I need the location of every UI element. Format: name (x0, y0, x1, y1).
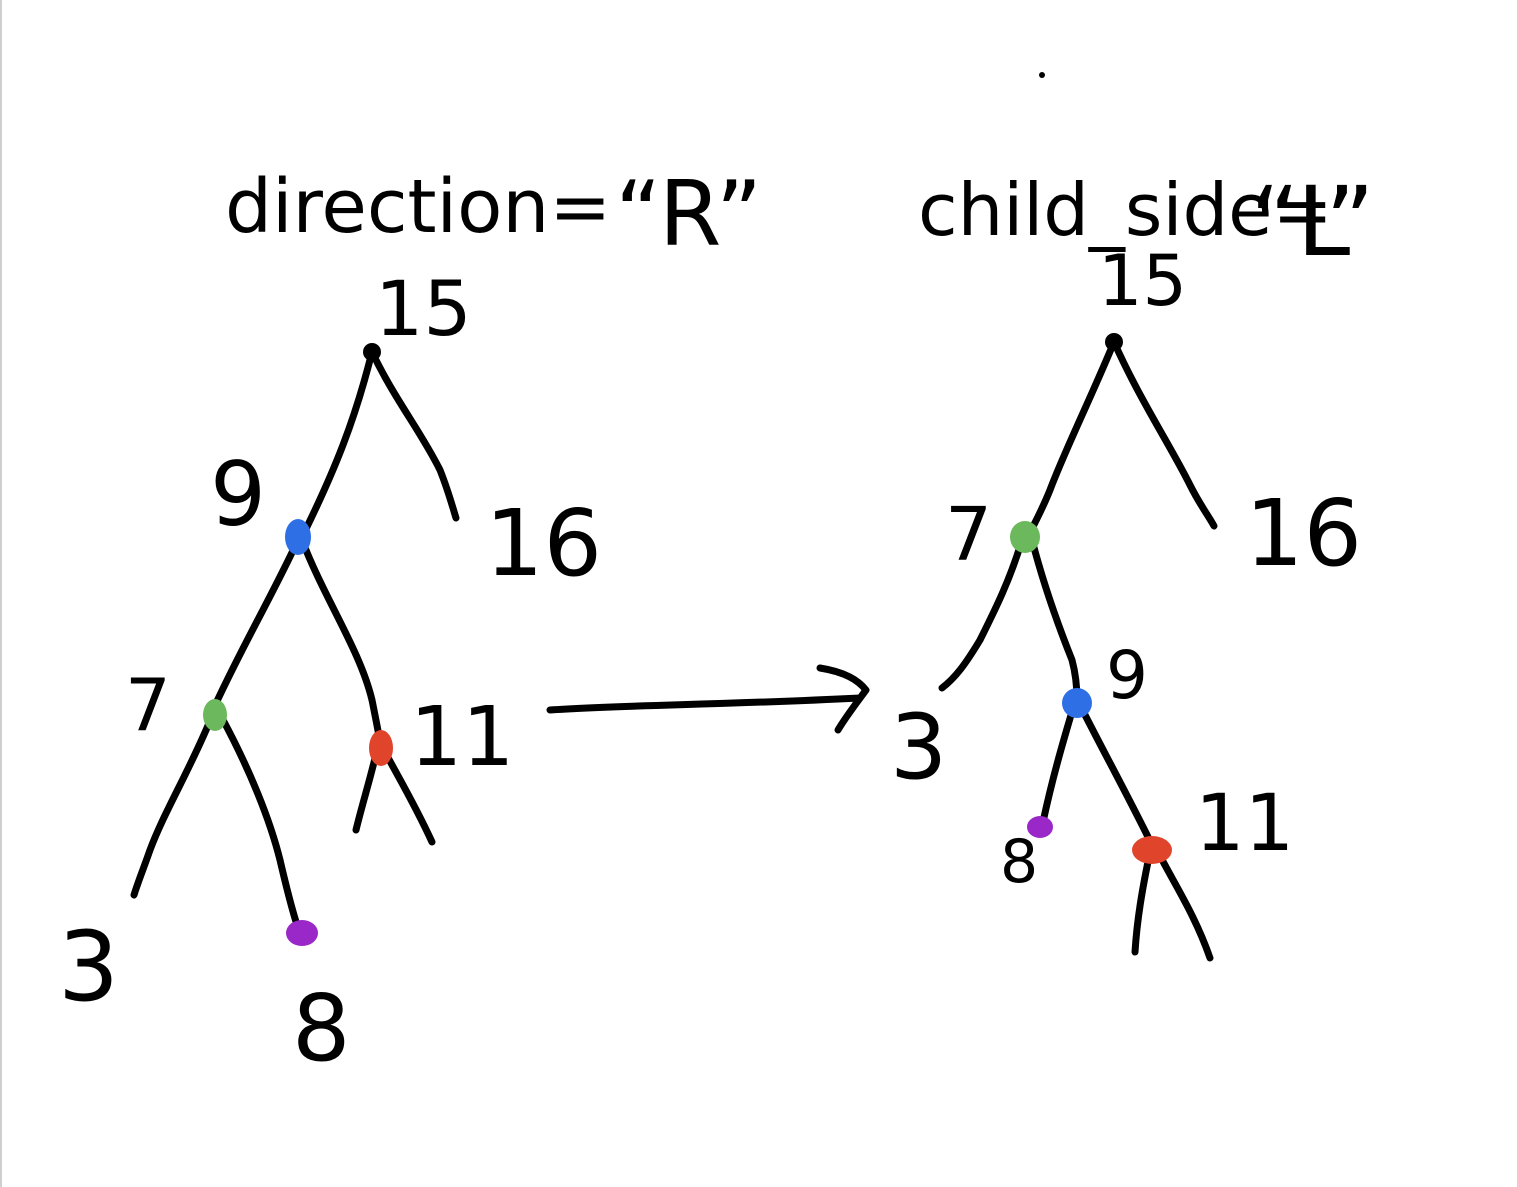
edge-9-to-7 (208, 536, 302, 716)
edge-root-to-16 (1110, 338, 1218, 530)
tree-after-purple-node (1027, 816, 1053, 838)
direction-label: direction= (225, 164, 611, 250)
tree-before-label-green-left: 3 (58, 911, 119, 1023)
tree-after-label-root: 15 (1098, 240, 1187, 322)
tree-before-label-purple: 8 (292, 975, 351, 1082)
edge-9-to-11 (298, 536, 385, 752)
tree-before-purple-node (286, 920, 318, 946)
edge-7-to-3 (938, 536, 1026, 692)
arrow-shaft (546, 694, 864, 714)
edge-7-to-8 (218, 714, 302, 932)
edge-7-to-9 (1028, 536, 1081, 704)
arrow-head (816, 664, 870, 734)
edge-11-right (381, 748, 436, 846)
transform-arrow (546, 664, 870, 734)
tree-before-red-node (369, 730, 393, 766)
edge-root-to-16 (368, 348, 460, 522)
edge-9-to-8 (1039, 701, 1078, 826)
tree-after: 15 16 7 3 9 8 11 (890, 240, 1362, 962)
tree-after-root-node (1105, 333, 1123, 351)
tree-before-label-green: 7 (125, 663, 171, 747)
tree-after-red-node (1132, 836, 1172, 864)
tree-before-label-root-right: 16 (485, 490, 602, 597)
stray-dot (1039, 72, 1045, 78)
edge-9-to-11 (1076, 701, 1156, 849)
tree-before-label-red: 11 (410, 690, 514, 785)
edge-root-to-9 (299, 348, 376, 539)
tree-after-green-node (1010, 521, 1040, 553)
tree-before-label-root: 15 (375, 264, 472, 353)
tree-before: 15 16 9 7 11 3 8 (58, 264, 602, 1082)
tree-before-label-blue: 9 (210, 443, 266, 546)
tree-after-label-green-left: 3 (890, 695, 947, 800)
tree-before-root-node (363, 343, 381, 361)
tree-after-label-purple: 8 (1000, 827, 1038, 897)
child-side-label: child_side= (918, 168, 1333, 252)
tree-after-label-root-right: 16 (1245, 480, 1362, 587)
tree-after-blue-node (1062, 688, 1092, 718)
edge-11-right (1154, 848, 1214, 962)
page-left-border (0, 0, 2, 1187)
edge-root-to-7 (1024, 338, 1118, 541)
child-side-value: “L” (1250, 166, 1375, 278)
tree-after-label-red: 11 (1195, 779, 1294, 869)
tree-after-label-blue: 9 (1106, 637, 1148, 714)
tree-before-green-node (203, 699, 227, 731)
direction-value: “R” (615, 162, 762, 267)
tree-after-label-green: 7 (945, 492, 992, 578)
edge-11-left (1131, 848, 1154, 956)
tree-before-blue-node (285, 519, 311, 555)
edge-7-to-3 (130, 712, 216, 899)
